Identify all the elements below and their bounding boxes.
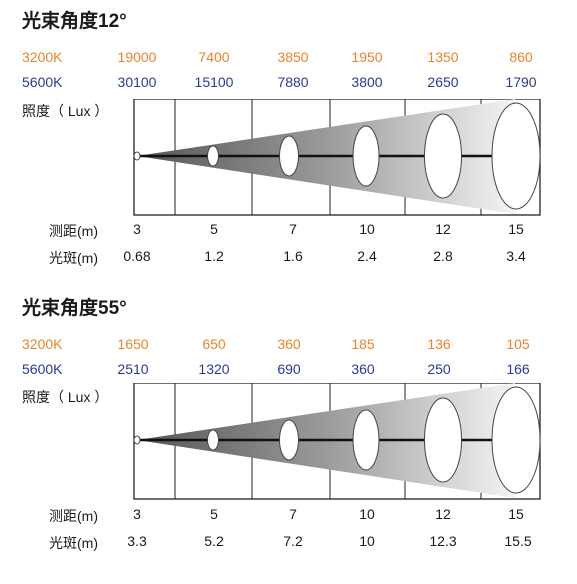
spot-label: 光斑(m) <box>49 535 98 551</box>
distance-value: 7 <box>289 506 297 522</box>
lux-value: 3850 <box>277 49 309 65</box>
section-title: 光束角度55° <box>22 298 127 319</box>
spot-row: 光斑(m) 3.3 5.2 7.2 10 12.3 15.5 <box>0 533 577 551</box>
distance-value: 3 <box>133 506 141 522</box>
row-5600k: 5600K 2510 1320 690 360 250 166 <box>0 361 577 379</box>
distance-value: 10 <box>359 221 375 237</box>
beam-diagram <box>133 99 541 216</box>
lux-value: 1790 <box>505 74 537 90</box>
spot-ellipse <box>491 102 541 210</box>
spot-ellipse <box>424 113 462 199</box>
lux-value: 2510 <box>117 361 149 377</box>
lux-value: 1950 <box>351 49 383 65</box>
spot-row: 光斑(m) 0.68 1.2 1.6 2.4 2.8 3.4 <box>0 248 577 266</box>
distance-value: 12 <box>435 506 451 522</box>
lux-value: 7400 <box>198 49 230 65</box>
spot-ellipse <box>207 429 219 451</box>
distance-value: 5 <box>210 221 218 237</box>
beam-diagram <box>133 383 541 500</box>
spot-value: 3.4 <box>506 248 526 264</box>
lux-value: 105 <box>506 336 530 352</box>
lux-value: 1650 <box>117 336 149 352</box>
distance-value: 15 <box>508 506 524 522</box>
row-label: 3200K <box>22 336 63 352</box>
lux-value: 650 <box>202 336 226 352</box>
spot-value: 1.2 <box>204 248 224 264</box>
lux-value: 690 <box>277 361 301 377</box>
row-3200k: 3200K 1650 650 360 185 136 105 <box>0 336 577 354</box>
spot-ellipse <box>352 125 380 187</box>
distance-label: 测距(m) <box>49 223 98 239</box>
lux-value: 15100 <box>194 74 234 90</box>
distance-value: 15 <box>508 221 524 237</box>
spot-value: 2.4 <box>357 248 377 264</box>
row-label: 5600K <box>22 361 63 377</box>
lux-value: 860 <box>509 49 533 65</box>
distance-value: 5 <box>210 506 218 522</box>
row-5600k: 5600K 30100 15100 7880 3800 2650 1790 <box>0 74 577 92</box>
spot-ellipse <box>424 397 462 483</box>
lux-value: 166 <box>506 361 530 377</box>
distance-value: 12 <box>435 221 451 237</box>
lux-value: 1350 <box>427 49 459 65</box>
lux-value: 136 <box>427 336 451 352</box>
lux-value: 1320 <box>198 361 230 377</box>
lux-value: 360 <box>351 361 375 377</box>
spot-value: 3.3 <box>127 533 147 549</box>
distance-row: 测距(m) 3 5 7 10 12 15 <box>0 221 577 239</box>
lux-value: 19000 <box>117 49 157 65</box>
spot-value: 10 <box>359 533 375 549</box>
spot-ellipse <box>207 145 219 167</box>
lux-value: 7880 <box>277 74 309 90</box>
distance-value: 3 <box>133 221 141 237</box>
distance-value: 10 <box>359 506 375 522</box>
lux-label: 照度（ Lux ） <box>22 103 109 119</box>
spot-value: 12.3 <box>429 533 457 549</box>
spot-value: 5.2 <box>204 533 224 549</box>
lux-value: 2650 <box>427 74 459 90</box>
spot-value: 15.5 <box>504 533 532 549</box>
spot-value: 7.2 <box>283 533 303 549</box>
spot-label: 光斑(m) <box>49 250 98 266</box>
lux-value: 185 <box>351 336 375 352</box>
lux-value: 3800 <box>351 74 383 90</box>
distance-value: 7 <box>289 221 297 237</box>
lux-value: 360 <box>277 336 301 352</box>
spot-value: 2.8 <box>433 248 453 264</box>
row-label: 5600K <box>22 74 63 90</box>
spot-ellipse <box>279 135 299 177</box>
spot-ellipse <box>352 409 380 471</box>
spot-value: 1.6 <box>283 248 303 264</box>
lux-value: 250 <box>427 361 451 377</box>
lux-value: 30100 <box>117 74 157 90</box>
distance-label: 测距(m) <box>49 508 98 524</box>
lux-label: 照度（ Lux ） <box>22 389 109 405</box>
row-3200k: 3200K 19000 7400 3850 1950 1350 860 <box>0 49 577 67</box>
section-title: 光束角度12° <box>22 11 127 32</box>
row-label: 3200K <box>22 49 63 65</box>
spot-ellipse <box>279 419 299 461</box>
spot-value: 0.68 <box>123 248 151 264</box>
distance-row: 测距(m) 3 5 7 10 12 15 <box>0 506 577 524</box>
spot-ellipse <box>491 386 541 494</box>
